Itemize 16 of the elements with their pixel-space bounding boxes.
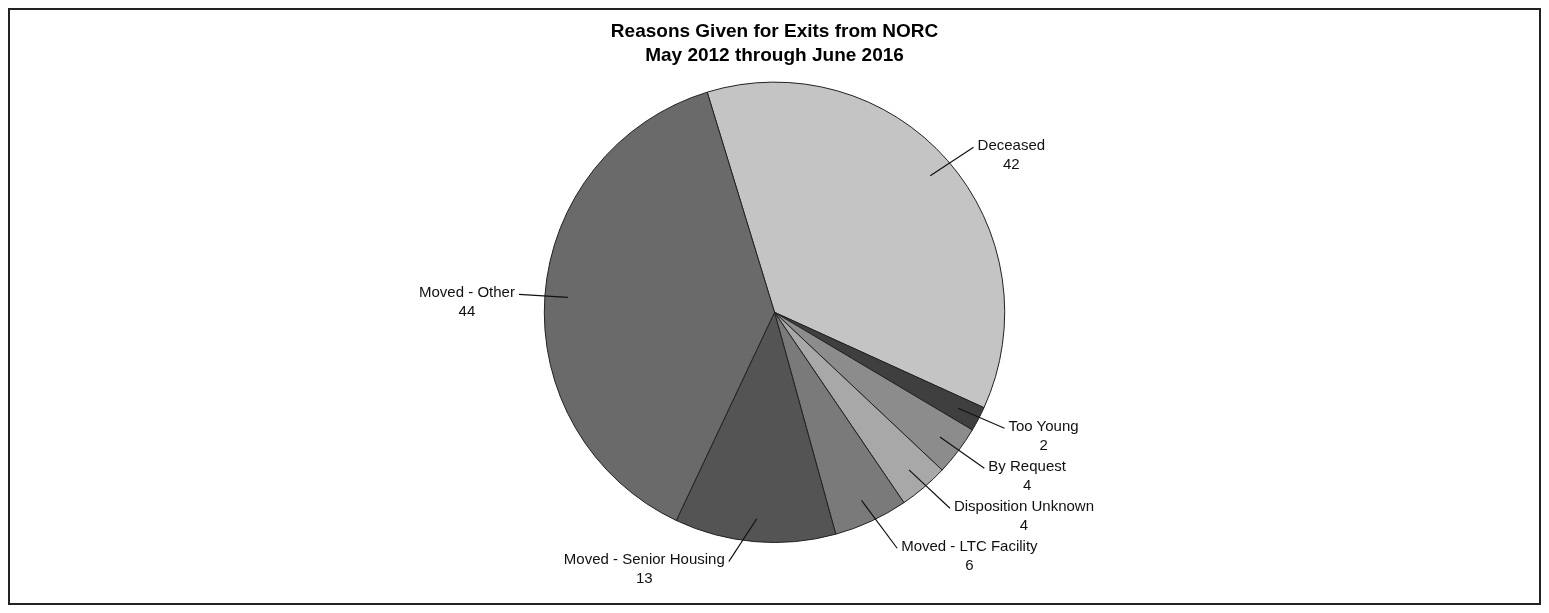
data-label: 4 bbox=[1019, 515, 1029, 533]
data-label: 4 bbox=[1022, 475, 1032, 493]
data-label: 44 bbox=[458, 301, 476, 319]
data-label: 13 bbox=[635, 569, 653, 587]
slice-label: Deceased bbox=[977, 135, 1046, 153]
chart-subtitle: May 2012 through June 2016 bbox=[645, 44, 904, 66]
data-label: 6 bbox=[965, 555, 974, 573]
slice-label: Moved - Other bbox=[419, 282, 515, 300]
data-label: 2 bbox=[1039, 435, 1048, 453]
slice-label: Moved - Senior Housing bbox=[563, 550, 725, 568]
slice-label: By Request bbox=[988, 456, 1067, 474]
slice-label: Disposition Unknown bbox=[953, 496, 1095, 514]
chart-title: Reasons Given for Exits from NORC bbox=[610, 19, 939, 41]
data-label: 42 bbox=[1002, 154, 1020, 172]
slice-label: Too Young bbox=[1008, 416, 1079, 434]
slice-label: Moved - LTC Facility bbox=[901, 536, 1039, 554]
